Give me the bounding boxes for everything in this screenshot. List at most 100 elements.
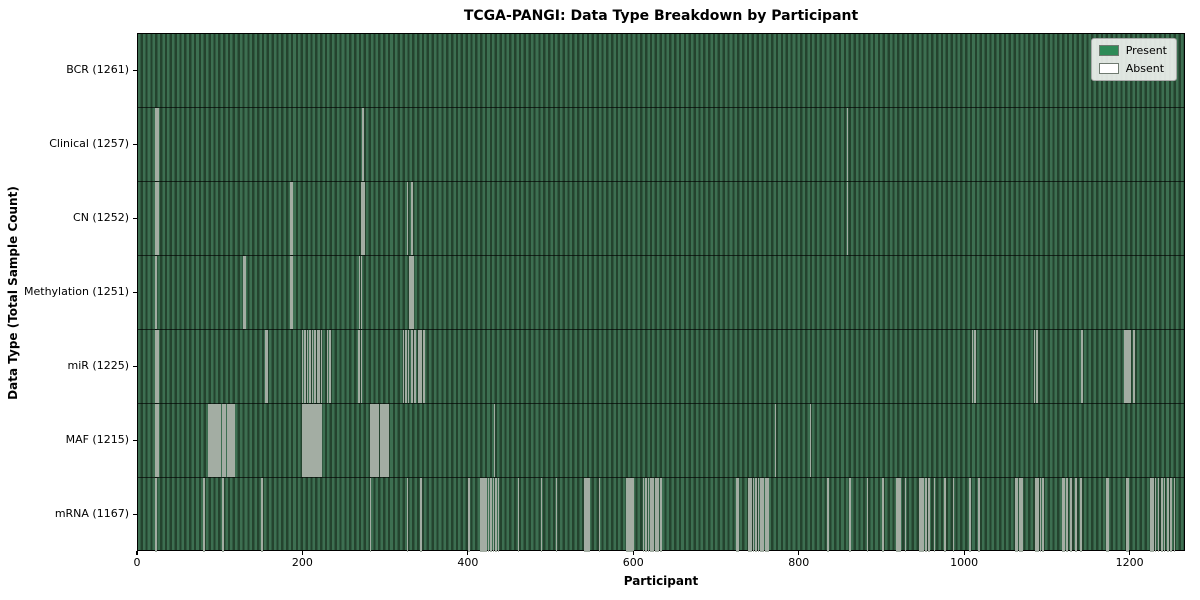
absent-mark (155, 478, 157, 552)
absent-mark (497, 478, 500, 552)
absent-mark (654, 478, 657, 552)
absent-mark (211, 404, 214, 477)
legend-label: Absent (1125, 62, 1165, 75)
y-tick-mark (133, 365, 137, 367)
absent-mark (155, 256, 157, 329)
absent-mark (827, 478, 829, 552)
absent-mark (1033, 330, 1036, 403)
absent-mark (226, 404, 229, 477)
absent-mark (849, 478, 851, 552)
absent-mark (492, 478, 495, 552)
absent-mark (360, 256, 363, 329)
absent-mark (407, 330, 410, 403)
absent-mark (319, 404, 322, 477)
row-mir (138, 330, 1184, 404)
absent-mark (315, 404, 317, 477)
row-methylation (138, 256, 1184, 330)
absent-mark (310, 404, 312, 477)
absent-mark (920, 478, 923, 552)
absent-mark (755, 478, 757, 552)
absent-mark (645, 478, 647, 552)
absent-mark (314, 330, 316, 403)
absent-mark (304, 330, 306, 403)
absent-mark (809, 404, 812, 477)
absent-mark (420, 330, 423, 403)
absent-mark (361, 182, 363, 255)
x-tick-mark (136, 551, 138, 555)
absent-mark (369, 478, 372, 552)
absent-mark (358, 256, 361, 329)
absent-mark (216, 404, 219, 477)
absent-mark (208, 404, 210, 477)
absent-mark (405, 330, 407, 403)
absent-mark (1075, 478, 1077, 552)
absent-mark (764, 478, 767, 552)
absent-mark (369, 404, 372, 477)
absent-mark (303, 404, 306, 477)
absent-mark (1163, 478, 1166, 552)
x-axis-label: Participant (623, 574, 699, 588)
absent-mark (918, 478, 921, 552)
absent-mark (406, 478, 409, 552)
absent-mark (291, 256, 294, 329)
absent-mark (386, 404, 388, 477)
x-tick-label: 800 (788, 556, 810, 569)
absent-mark (1123, 330, 1126, 403)
absent-mark (306, 330, 309, 403)
x-tick-label: 0 (133, 556, 141, 569)
x-tick-mark (301, 551, 304, 555)
absent-mark (376, 404, 378, 477)
absent-mark (1125, 330, 1128, 403)
absent-mark (203, 478, 205, 552)
absent-mark (1014, 478, 1017, 552)
absent-mark (308, 404, 310, 477)
absent-mark (1127, 330, 1129, 403)
absent-mark (358, 330, 360, 403)
absent-mark (218, 404, 220, 477)
absent-mark (1080, 330, 1083, 403)
absent-mark (587, 478, 589, 552)
absent-mark (387, 404, 390, 477)
absent-mark (362, 108, 364, 181)
absent-mark (305, 404, 307, 477)
y-tick-label: BCR (1261) (66, 63, 129, 76)
absent-mark (224, 404, 227, 477)
absent-mark (922, 478, 924, 552)
x-tick-mark (632, 551, 634, 555)
y-tick-label: mRNA (1167) (54, 507, 129, 520)
legend-entry-absent: Absent (1098, 62, 1167, 75)
absent-mark (479, 478, 482, 552)
y-tick-label: Methylation (1251) (24, 285, 129, 298)
absent-mark (261, 478, 263, 552)
absent-mark (944, 478, 947, 552)
absent-mark (933, 478, 936, 552)
absent-mark (757, 478, 760, 552)
absent-mark (882, 478, 885, 552)
absent-mark (1127, 478, 1129, 552)
y-tick-mark (133, 69, 137, 71)
absent-mark (318, 404, 320, 477)
absent-mark (588, 478, 591, 552)
absent-mark (264, 330, 267, 403)
absent-mark (157, 182, 159, 255)
absent-mark (952, 478, 955, 552)
absent-mark (406, 182, 409, 255)
absent-mark (898, 478, 900, 552)
x-tick-mark (963, 551, 965, 555)
absent-mark (154, 404, 157, 477)
absent-mark (243, 256, 245, 329)
absent-mark (540, 478, 543, 552)
absent-mark (329, 330, 331, 403)
absent-mark (402, 330, 405, 403)
absent-mark (155, 330, 157, 403)
absent-mark (231, 404, 234, 477)
absent-mark (659, 478, 662, 552)
absent-mark (487, 478, 490, 552)
legend-entry-present: Present (1098, 44, 1167, 57)
absent-mark (1152, 478, 1154, 552)
absent-mark (1166, 478, 1169, 552)
absent-mark (318, 330, 320, 403)
absent-mark (309, 330, 311, 403)
x-tick-mark (1128, 551, 1131, 555)
